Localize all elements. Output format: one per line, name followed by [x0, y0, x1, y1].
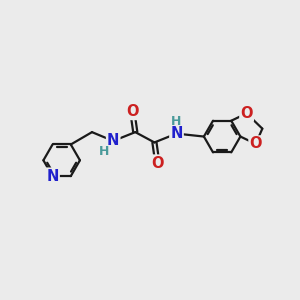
Text: O: O	[240, 106, 253, 121]
Text: N: N	[170, 126, 183, 141]
Text: O: O	[126, 104, 139, 119]
Text: N: N	[46, 169, 59, 184]
Text: H: H	[171, 115, 182, 128]
Text: H: H	[99, 145, 110, 158]
Text: O: O	[151, 155, 164, 170]
Text: O: O	[250, 136, 262, 152]
Text: N: N	[107, 134, 119, 148]
